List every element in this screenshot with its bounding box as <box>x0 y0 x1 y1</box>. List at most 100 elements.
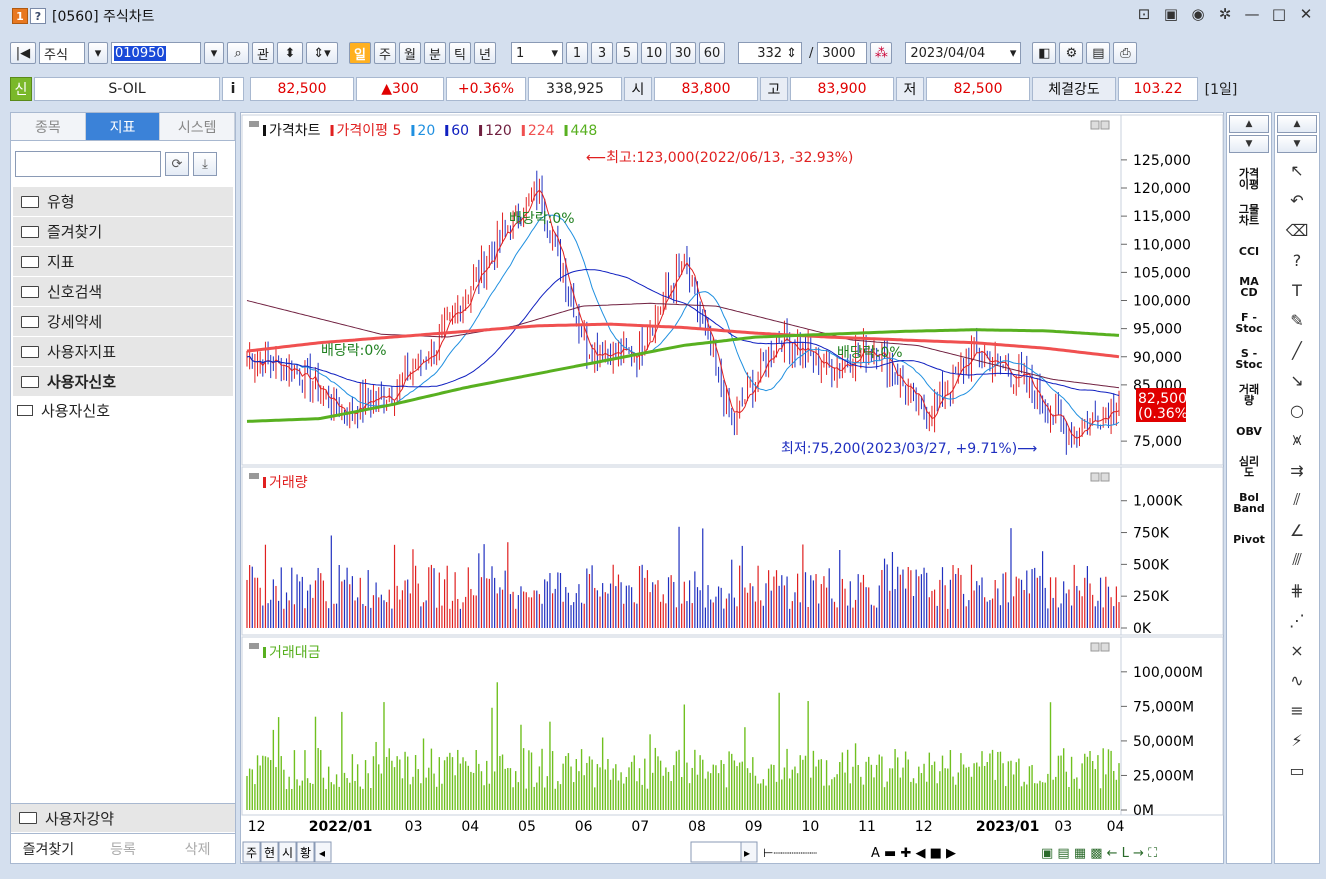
first-page-icon[interactable]: |◀ <box>10 42 36 64</box>
indicator-6[interactable]: 거래 량 <box>1238 383 1260 407</box>
folder-user-indicators[interactable]: 사용자지표 <box>13 337 233 367</box>
close-icon[interactable]: ✕ <box>1299 5 1313 23</box>
num-60[interactable]: 60 <box>699 42 725 64</box>
indicator-7[interactable]: OBV <box>1236 424 1262 438</box>
save-icon[interactable]: ▤ <box>1086 42 1111 64</box>
count-input[interactable]: 332 ⇕ <box>738 42 802 64</box>
wave-icon[interactable]: ∿ <box>1290 670 1304 690</box>
camera-icon[interactable]: ◉ <box>1191 5 1205 23</box>
parallel-icon[interactable]: ⇉ <box>1290 460 1304 480</box>
ray-icon[interactable]: ↘ <box>1290 370 1304 390</box>
info-icon[interactable]: i <box>222 77 244 101</box>
scroll-down-icon[interactable]: ▼ <box>1229 135 1269 153</box>
chart-area[interactable]: 125,000 120,000 115,000 110,000 105,000 100,0… <box>240 112 1224 864</box>
register-button[interactable]: 등록 <box>110 841 136 858</box>
auto-icon[interactable]: ⚡ <box>1291 730 1303 750</box>
window-number-badge[interactable]: 1 <box>12 8 28 24</box>
indicator-5[interactable]: S - Stoc <box>1235 347 1263 371</box>
brush-icon[interactable]: ✎ <box>1290 310 1304 330</box>
market-select[interactable]: 주식 <box>39 42 85 64</box>
indicator-3[interactable]: MA CD <box>1239 275 1259 299</box>
num-1[interactable]: 1 <box>566 42 588 64</box>
code-dropdown-icon[interactable]: ▾ <box>204 42 224 64</box>
num-30[interactable]: 30 <box>670 42 696 64</box>
gear-icon[interactable]: ⚙ <box>1059 42 1084 64</box>
folder-favorites[interactable]: 즐겨찾기 <box>13 217 233 247</box>
indicator-8[interactable]: 심리 도 <box>1238 455 1260 479</box>
fibo-icon[interactable]: ⫽ <box>1293 490 1301 509</box>
help-icon[interactable]: ? <box>1292 250 1302 270</box>
code-input[interactable]: 010950 <box>111 42 201 64</box>
interval-select[interactable]: 1 ▾ <box>511 42 563 64</box>
period-day[interactable]: 일 <box>349 42 371 64</box>
erase-all-icon[interactable]: ⌫ <box>1285 220 1309 240</box>
stock-chart-svg[interactable]: 125,000 120,000 115,000 110,000 105,000 100,0… <box>241 113 1225 865</box>
period-month[interactable]: 월 <box>399 42 421 64</box>
settings-icon[interactable]: ✲ <box>1218 5 1232 23</box>
window-icon[interactable]: ◧ <box>1032 42 1057 64</box>
zoom-controls: A ▬ ✚ ◀ ■ ▶ <box>871 846 956 861</box>
fan-icon[interactable]: ⋰ <box>1289 610 1305 630</box>
undo-icon[interactable]: ↶ <box>1290 190 1304 210</box>
print-icon[interactable]: ⎙ <box>1113 42 1138 64</box>
legend-label: 60 <box>451 123 469 139</box>
delete-button[interactable]: 삭제 <box>184 841 211 858</box>
period-year[interactable]: 년 <box>474 42 496 64</box>
scroll-up-icon[interactable]: ▲ <box>1229 115 1269 133</box>
bottom-tab <box>260 841 279 863</box>
cursor-icon[interactable]: ↖ <box>1290 160 1304 180</box>
tools-down-icon[interactable]: ▼ <box>1277 135 1317 153</box>
indicator-4[interactable]: F - Stoc <box>1235 311 1263 335</box>
folder-user-signals[interactable]: 사용자신호 <box>13 367 233 397</box>
indicator-9[interactable]: Bol Band <box>1233 491 1265 515</box>
updown-select-icon[interactable]: ⇕▾ <box>306 42 338 64</box>
download-icon[interactable]: ⤓ <box>193 152 217 176</box>
stock-name[interactable]: S-OIL <box>34 77 220 101</box>
date-select[interactable]: 2023/04/04 ▾ <box>905 42 1022 64</box>
text-icon[interactable]: T <box>1292 280 1302 300</box>
tab-indicators[interactable]: 지표 <box>85 113 161 140</box>
period-minute[interactable]: 분 <box>424 42 446 64</box>
indicator-2[interactable]: CCI <box>1238 244 1260 258</box>
indicator-1[interactable]: 그물 차트 <box>1238 203 1260 227</box>
period-tick[interactable]: 틱 <box>449 42 471 64</box>
folder-type[interactable]: 유형 <box>13 187 233 217</box>
maximize-icon[interactable]: □ <box>1271 5 1287 23</box>
link-icon[interactable]: ⊡ <box>1137 5 1151 23</box>
channel-icon[interactable]: ⫻ <box>1292 550 1302 569</box>
folder-indicators[interactable]: 지표 <box>13 247 233 277</box>
levels-icon[interactable]: ≡ <box>1290 700 1304 720</box>
window-icon[interactable]: ▭ <box>1289 760 1305 780</box>
pattern-icon[interactable]: ⩙ <box>1292 430 1302 449</box>
folder-signal-search[interactable]: 신호검색 <box>13 277 233 307</box>
angle-icon[interactable]: ∠ <box>1289 520 1305 540</box>
num-5[interactable]: 5 <box>616 42 638 64</box>
num-10[interactable]: 10 <box>641 42 667 64</box>
indicator-0[interactable]: 가격 이평 <box>1238 167 1260 191</box>
tab-system[interactable]: 시스템 <box>160 113 236 140</box>
indicator-10[interactable]: Pivot <box>1233 532 1265 546</box>
search-icon[interactable]: ⌕ <box>227 42 249 64</box>
period-week[interactable]: 주 <box>374 42 396 64</box>
grid-config-icon[interactable]: ⁂ <box>870 42 893 64</box>
tools-up-icon[interactable]: ▲ <box>1277 115 1317 133</box>
ud-arrows-icon[interactable]: ⬍ <box>277 42 303 64</box>
grid-icon[interactable]: ⋕ <box>1290 580 1304 600</box>
help-icon[interactable]: ? <box>30 8 46 24</box>
tab-stocks[interactable]: 종목 <box>11 113 86 140</box>
folder-strength[interactable]: 강세약세 <box>13 307 233 337</box>
refresh-icon[interactable]: ⟳ <box>165 152 189 176</box>
total-input[interactable]: 3000 <box>817 42 868 64</box>
market-dropdown-icon[interactable]: ▾ <box>88 42 108 64</box>
folder-user-strength[interactable]: 사용자강약 <box>11 803 235 833</box>
num-3[interactable]: 3 <box>591 42 613 64</box>
watch-button[interactable]: 관 <box>252 42 274 64</box>
line-icon[interactable]: ╱ <box>1292 340 1302 360</box>
favorites-button[interactable]: 즐겨찾기 <box>22 841 75 858</box>
panel-icon[interactable]: ▣ <box>1163 5 1179 23</box>
indicator-search-input[interactable] <box>15 151 161 177</box>
cross-icon[interactable]: ⨯ <box>1290 640 1304 660</box>
minimize-icon[interactable]: — <box>1244 5 1260 23</box>
circle-icon[interactable]: ○ <box>1290 400 1304 420</box>
sub-user-signal[interactable]: 사용자신호 <box>11 397 235 423</box>
